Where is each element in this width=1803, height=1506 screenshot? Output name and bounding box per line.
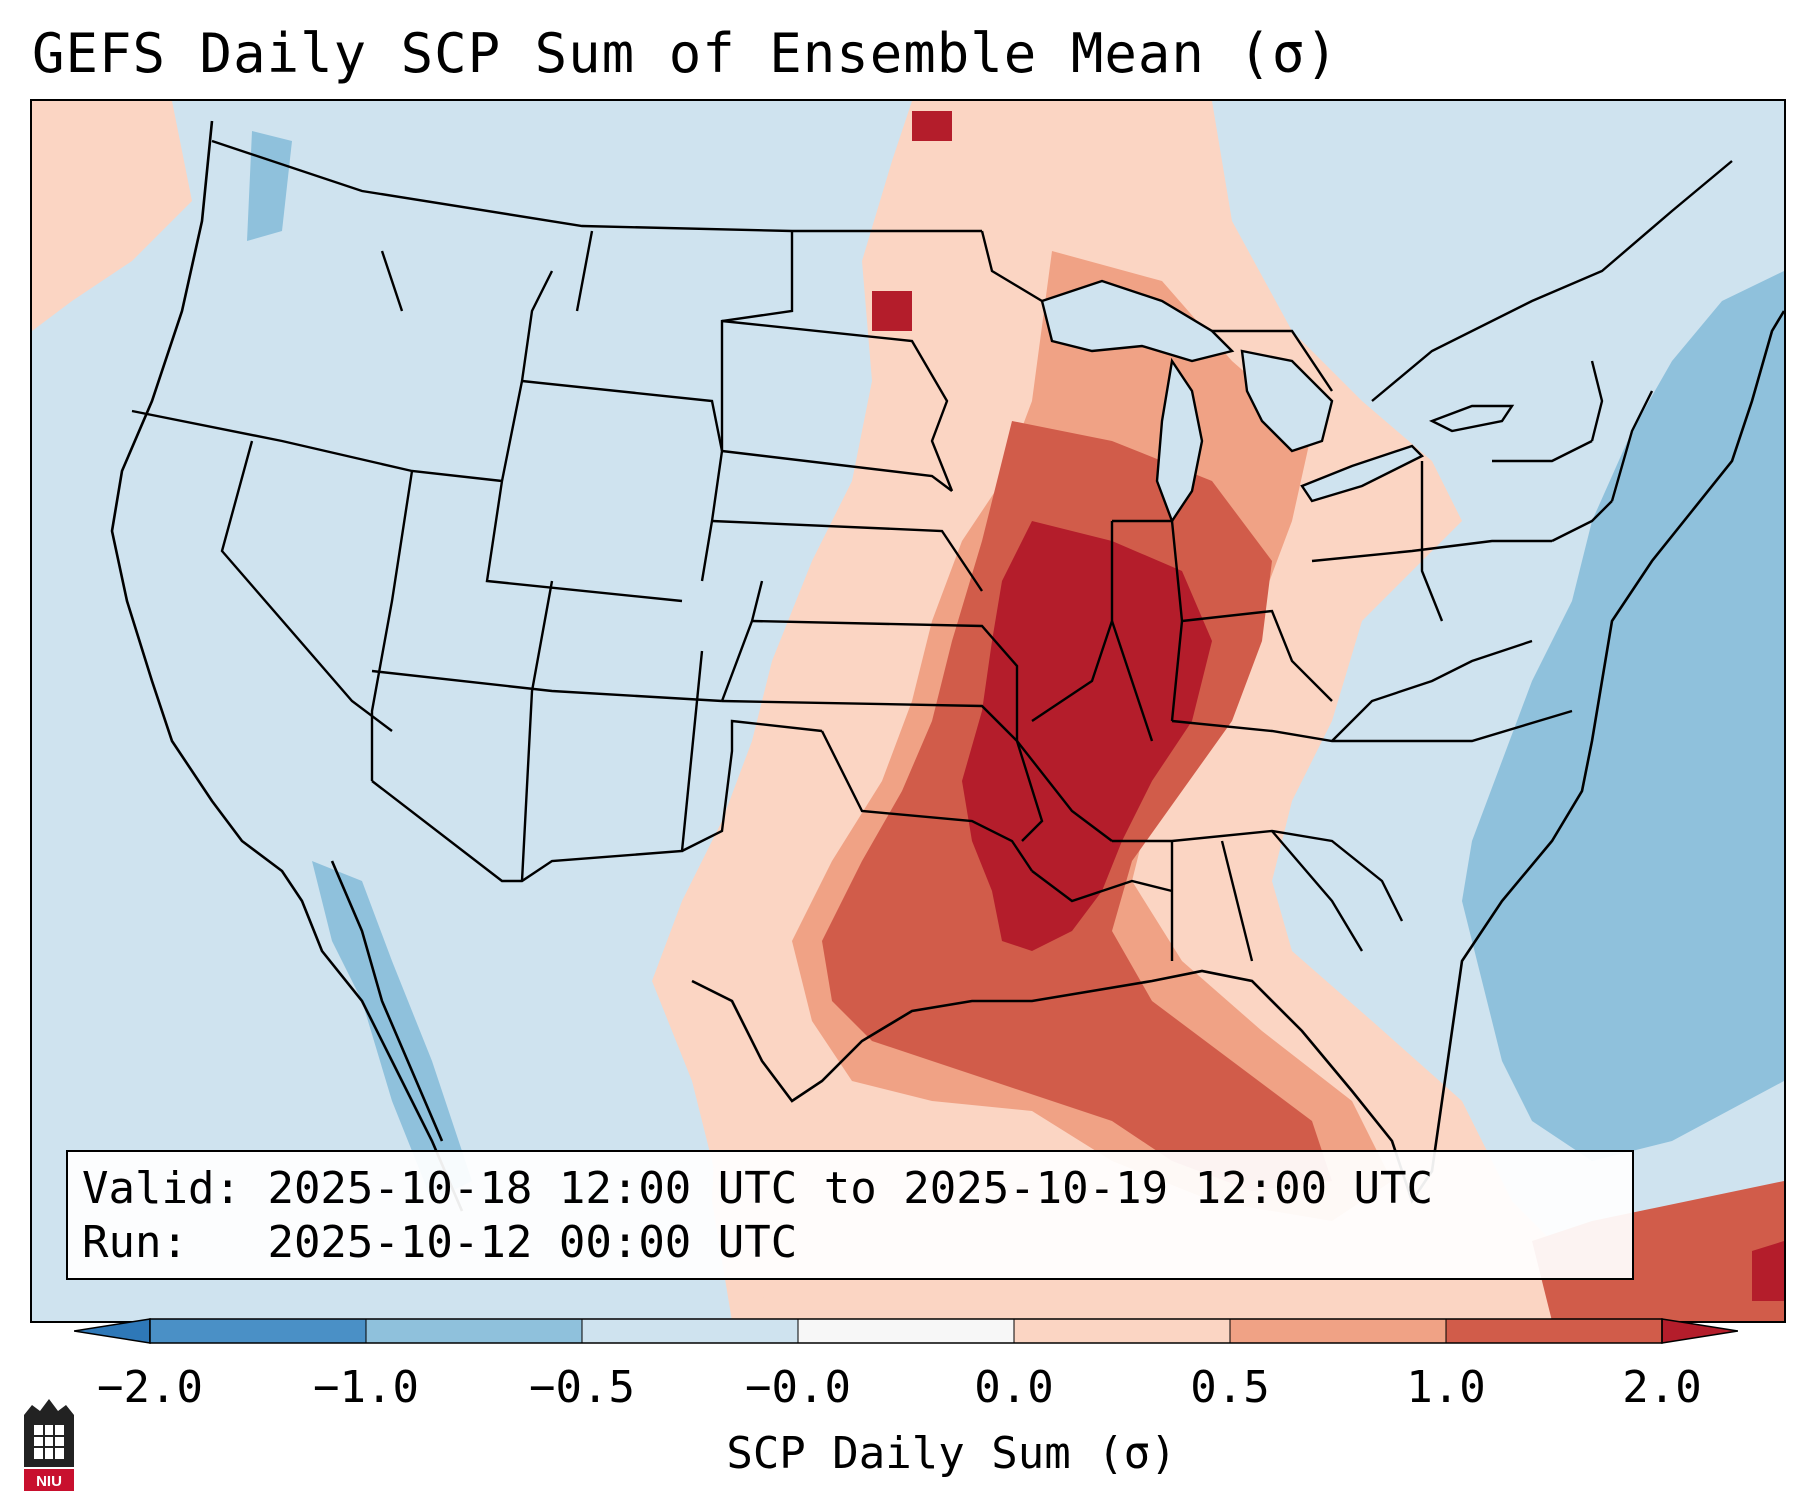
colorbar-tick-label: −0.0	[745, 1362, 851, 1413]
lake-superior	[1040, 279, 1235, 363]
colorbar-tick-label: −2.0	[97, 1362, 203, 1413]
niu-logo: NIU	[24, 1399, 74, 1491]
pacific-nw-patch	[247, 131, 292, 241]
valid-value: 2025-10-18 12:00 UTC to 2025-10-19 12:00…	[267, 1163, 1434, 1214]
scp-field-map	[32, 101, 1784, 1321]
atlantic-negative-region	[1462, 271, 1784, 1161]
lake-michigan	[1155, 357, 1204, 524]
colorbar-tick-label: 0.0	[974, 1362, 1054, 1413]
colorbar-bin	[798, 1319, 1015, 1343]
valid-label: Valid:	[82, 1163, 241, 1214]
colorbar-tick-label: 2.0	[1622, 1362, 1702, 1413]
colorbar-tick-label: 1.0	[1406, 1362, 1486, 1413]
colorbar-tick-label: −1.0	[313, 1362, 419, 1413]
colorbar-tick-label: 0.5	[1190, 1362, 1270, 1413]
colorbar	[74, 1318, 1738, 1344]
lake-erie	[1300, 444, 1425, 503]
svg-text:NIU: NIU	[36, 1473, 62, 1490]
gulf-high-patch	[1532, 1181, 1784, 1321]
lake-ontario	[1429, 404, 1515, 433]
colorbar-label: SCP Daily Sum (σ)	[726, 1428, 1177, 1479]
colorbar-bin	[582, 1319, 799, 1343]
colorbar-bin	[1230, 1319, 1447, 1343]
colorbar-bin	[366, 1319, 583, 1343]
lake-huron	[1240, 349, 1334, 453]
colorbar-under-arrow	[74, 1318, 151, 1344]
canada-max-patch	[912, 111, 952, 141]
run-label: Run:	[82, 1217, 188, 1268]
colorbar-bin	[1446, 1319, 1663, 1343]
colorbar-over-arrow	[1661, 1318, 1738, 1344]
map-title: GEFS Daily SCP Sum of Ensemble Mean (σ)	[32, 22, 1339, 85]
minnesota-max-patch	[872, 291, 912, 331]
colorbar-bin	[150, 1319, 367, 1343]
map-panel	[30, 99, 1786, 1323]
run-value: 2025-10-12 00:00 UTC	[267, 1217, 798, 1268]
colorbar-tick-label: −0.5	[529, 1362, 635, 1413]
max-positive-region	[962, 521, 1212, 951]
valid-run-info-box: Valid: 2025-10-18 12:00 UTC to 2025-10-1…	[66, 1150, 1634, 1280]
nw-corner-positive	[32, 101, 192, 331]
colorbar-bin	[1014, 1319, 1231, 1343]
colorbar-frame	[149, 1318, 1663, 1344]
far-se-max-patch	[1752, 1241, 1784, 1301]
state-borders	[131, 139, 1733, 962]
